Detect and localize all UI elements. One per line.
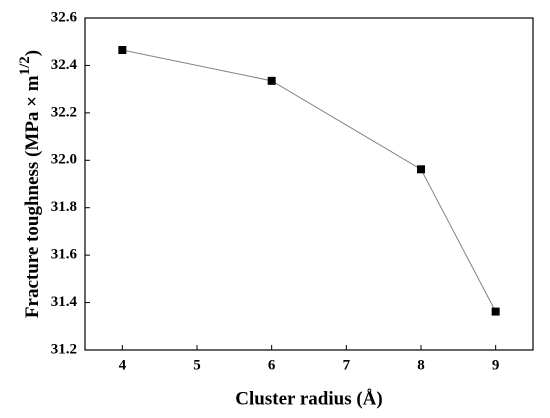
x-tick-label: 8 (417, 357, 425, 373)
y-tick-label: 32.0 (51, 152, 77, 168)
y-tick-label: 32.6 (51, 9, 78, 25)
marker (267, 76, 276, 85)
x-tick-label: 7 (343, 357, 351, 373)
x-tick-label: 9 (492, 357, 500, 373)
x-tick-label: 4 (119, 357, 127, 373)
y-axis-label-superscript: 1/2 (17, 56, 33, 75)
y-axis-label-main: Fracture toughness (MPa × m (22, 75, 43, 318)
y-tick-label: 31.6 (51, 247, 78, 263)
x-tick-label: 6 (268, 357, 276, 373)
y-axis-label-suffix: ) (22, 50, 43, 56)
y-tick-label: 32.2 (51, 104, 77, 120)
y-axis-label: Fracture toughness (MPa × m1/2) (17, 50, 43, 318)
series-line (122, 49, 497, 312)
y-tick-label: 31.8 (51, 199, 77, 215)
marker (417, 165, 425, 174)
marker (491, 307, 500, 316)
y-tick-label: 31.4 (51, 294, 78, 310)
y-tick-label: 32.4 (51, 57, 78, 73)
y-tick-label: 31.2 (51, 341, 77, 357)
marker (118, 46, 127, 55)
x-axis-label: Cluster radius (Å) (235, 388, 382, 409)
x-tick-label: 5 (193, 357, 201, 373)
plot-frame (84, 17, 534, 351)
